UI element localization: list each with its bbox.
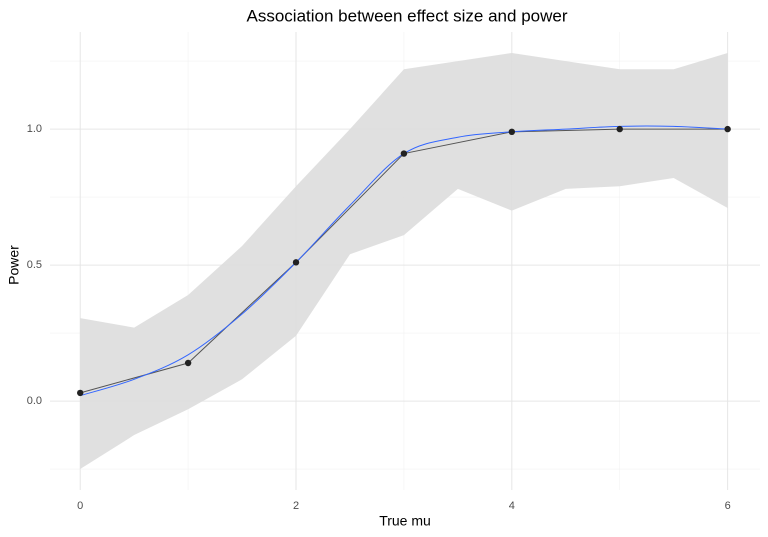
data-point [400, 150, 408, 157]
data-point [616, 125, 623, 133]
confidence-band [80, 52, 728, 470]
data-point [724, 125, 731, 133]
x-tick-label: 4 [509, 500, 515, 512]
x-axis-title: True mu [379, 513, 431, 529]
x-tick-label: 6 [725, 500, 731, 512]
x-tick-label: 2 [293, 500, 299, 512]
chart-title: Association between effect size and powe… [247, 6, 568, 25]
x-tick-label: 0 [77, 500, 83, 512]
data-point [184, 359, 192, 367]
data-point [292, 259, 300, 266]
y-axis-title: Power [6, 245, 22, 285]
y-tick-label: 0.0 [27, 395, 42, 407]
y-tick-label: 1.0 [27, 123, 42, 135]
y-tick-label: 0.5 [27, 259, 42, 271]
data-point [508, 128, 516, 136]
data-point [77, 389, 84, 397]
